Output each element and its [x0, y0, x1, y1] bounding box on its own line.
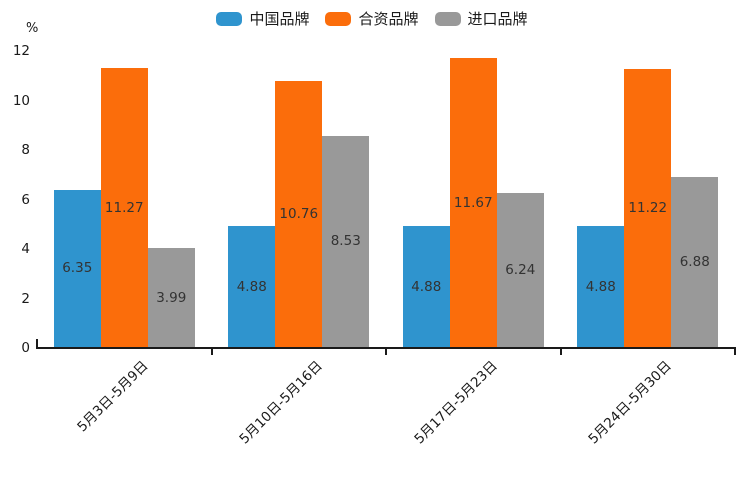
x-axis-tick — [210, 349, 213, 355]
bar-进口品牌-0 — [147, 248, 195, 347]
legend-swatch-icon — [434, 12, 461, 26]
x-axis-tick — [734, 349, 736, 355]
bar-中国品牌-0 — [53, 189, 101, 347]
bar-value-label: 6.88 — [679, 253, 710, 270]
y-tick-label: 8 — [21, 142, 30, 158]
y-tick-label: 2 — [21, 290, 30, 307]
y-axis-unit-label: % — [26, 21, 39, 36]
y-tick-label: 12 — [12, 43, 30, 59]
bar-value-label: 4.88 — [411, 278, 442, 295]
x-category-label: 5月3日-5月9日 — [74, 358, 152, 436]
bar-value-label: 6.24 — [505, 261, 536, 278]
x-axis-tick — [385, 349, 387, 355]
legend-swatch-icon — [216, 12, 243, 26]
bar-中国品牌-3 — [577, 226, 625, 347]
bar-value-label: 11.22 — [628, 200, 668, 217]
bar-合资品牌-3 — [624, 69, 672, 347]
legend-label: 进口品牌 — [467, 10, 528, 28]
legend-item-0[interactable]: 中国品牌 — [216, 10, 309, 28]
legend: 中国品牌 合资品牌 进口品牌 — [0, 10, 744, 28]
bar-进口品牌-3 — [671, 176, 719, 347]
x-category-label: 5月24日-5月30日 — [585, 358, 676, 448]
bar-value-label: 4.88 — [585, 278, 616, 295]
bar-value-label: 8.53 — [330, 233, 361, 250]
bar-value-label: 3.99 — [156, 289, 187, 306]
legend-item-2[interactable]: 进口品牌 — [434, 10, 528, 28]
x-axis-line — [36, 347, 736, 349]
x-axis-tick — [559, 349, 562, 355]
axis-corner-stub — [36, 339, 38, 347]
bar-进口品牌-2 — [496, 192, 544, 347]
legend-item-1[interactable]: 合资品牌 — [325, 10, 419, 28]
bar-value-label: 11.67 — [453, 194, 493, 211]
bar-value-label: 11.27 — [104, 199, 144, 216]
bar-合资品牌-0 — [100, 68, 148, 347]
bar-value-label: 10.76 — [279, 205, 319, 222]
bar-value-label: 6.35 — [62, 260, 93, 277]
legend-label: 合资品牌 — [358, 10, 419, 28]
legend-label: 中国品牌 — [249, 10, 310, 28]
y-tick-label: 10 — [12, 92, 30, 109]
x-category-label: 5月10日-5月16日 — [236, 358, 327, 448]
bar-中国品牌-1 — [228, 226, 276, 347]
y-tick-label: 0 — [21, 340, 30, 356]
y-tick-label: 6 — [21, 191, 30, 208]
bar-value-label: 4.88 — [236, 278, 267, 295]
y-tick-label: 4 — [21, 241, 30, 257]
bar-合资品牌-1 — [275, 80, 323, 347]
bar-进口品牌-1 — [322, 135, 370, 347]
bar-合资品牌-2 — [449, 58, 497, 347]
legend-swatch-icon — [325, 12, 352, 26]
x-category-label: 5月17日-5月23日 — [411, 358, 501, 448]
bar-中国品牌-2 — [402, 226, 450, 347]
